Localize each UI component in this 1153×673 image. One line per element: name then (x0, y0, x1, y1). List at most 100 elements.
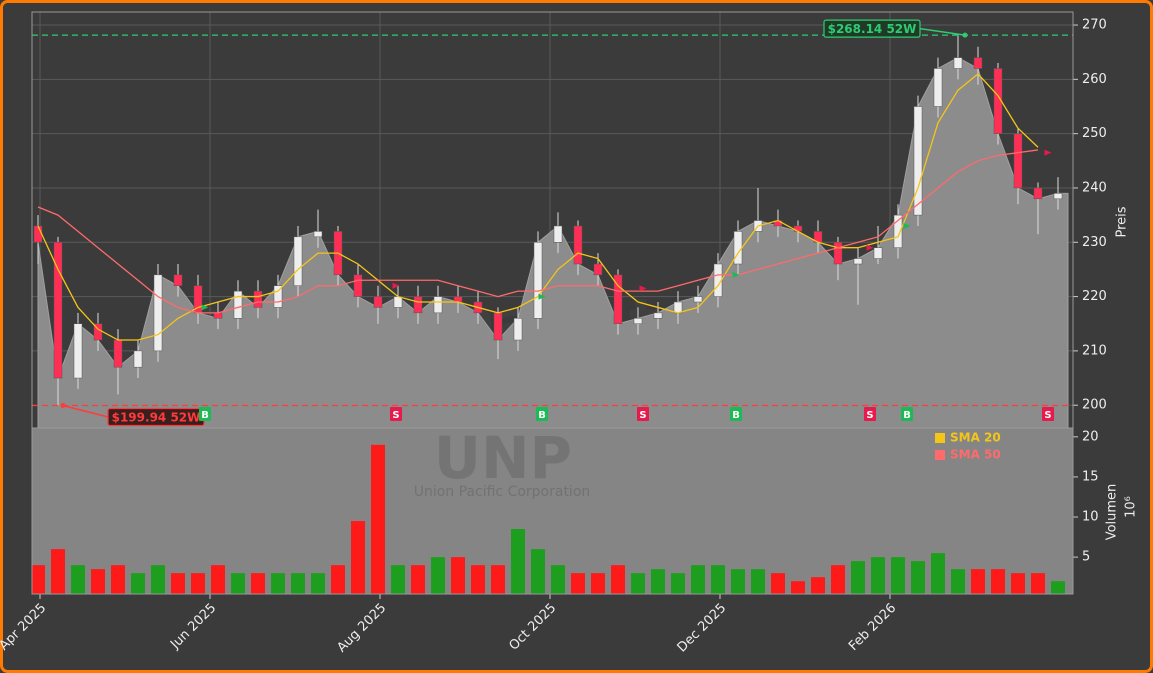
volume-bar (1031, 573, 1045, 594)
y-tick-label: 15 (1082, 469, 1099, 484)
candle-body (173, 274, 183, 286)
watermark-subtitle: Union Pacific Corporation (414, 484, 591, 500)
signal-label: B (732, 410, 740, 421)
y-tick-label: 220 (1082, 289, 1107, 304)
y-tick-label: 200 (1082, 398, 1107, 413)
volume-bar (32, 565, 45, 594)
candle-body (533, 242, 543, 319)
candle-body (573, 225, 583, 265)
candle-body (233, 290, 243, 319)
signal-box (199, 407, 211, 421)
volume-bar (931, 553, 945, 594)
annotation-label: $199.94 52W (112, 411, 201, 425)
candle-body (253, 290, 263, 308)
candle-body (33, 225, 43, 243)
candle-body (313, 231, 323, 238)
volume-bar (211, 565, 225, 594)
y-tick-label: 20 (1082, 429, 1099, 444)
signal-label: B (201, 410, 209, 421)
signal-label: B (538, 410, 546, 421)
signal-box (864, 407, 876, 421)
candle-body (613, 274, 623, 324)
candle-body (273, 285, 283, 308)
volume-bar (791, 581, 805, 594)
signal-box (536, 407, 548, 421)
candle-body (493, 312, 503, 341)
candle-body (213, 312, 223, 319)
signal-label: B (903, 410, 911, 421)
candle-body (933, 68, 943, 107)
volume-bar (571, 573, 585, 594)
y-tick-label: 270 (1082, 18, 1107, 33)
volume-bar (1051, 581, 1065, 594)
volume-bar (191, 573, 205, 594)
signal-marker (903, 222, 911, 229)
volume-bar (351, 521, 365, 594)
volume-bar (771, 573, 785, 594)
annotation-point (962, 32, 968, 38)
candle-body (293, 236, 303, 286)
volume-bar (91, 569, 105, 594)
signal-marker (732, 271, 740, 278)
legend-label: SMA 20 (950, 431, 1001, 445)
candle-body (453, 296, 463, 303)
volume-bar (71, 565, 85, 594)
volume-bar (951, 569, 965, 594)
volume-bar (51, 549, 65, 594)
signal-marker (1044, 149, 1052, 156)
candle-body (353, 274, 363, 297)
y-axis-title: Volumen (1105, 484, 1120, 541)
sma-line (37, 73, 1039, 341)
candle-body (693, 296, 703, 303)
candle-body (913, 106, 923, 216)
price-plot: forexsignale.trade (32, 12, 1073, 428)
signal-label: S (392, 410, 399, 421)
signal-marker (639, 285, 647, 292)
volume-bar (531, 549, 545, 594)
volume-bar (991, 569, 1005, 594)
volume-bar (511, 529, 525, 594)
candle-body (893, 214, 903, 248)
volume-bar (311, 573, 325, 594)
sma-line (37, 149, 1039, 314)
volume-bar (431, 557, 445, 594)
candle-body (873, 247, 883, 259)
candle-body (1053, 193, 1063, 200)
volume-bar (711, 565, 725, 594)
volume-bar (271, 573, 285, 594)
signal-marker (201, 304, 209, 311)
candle-body (833, 242, 843, 265)
volume-bar (111, 565, 125, 594)
volume-bar (551, 565, 565, 594)
signal-box (637, 407, 649, 421)
volume-bar (151, 565, 165, 594)
volume-bar (751, 569, 765, 594)
volume-bar (171, 573, 185, 594)
volume-bar (651, 569, 665, 594)
volume-bar (371, 444, 385, 594)
volume-bar (691, 565, 705, 594)
volume-bar (1011, 573, 1025, 594)
candle-body (953, 57, 963, 69)
y-tick-label: 230 (1082, 235, 1107, 250)
volume-bar (391, 565, 405, 594)
volume-bar (131, 573, 145, 594)
candle-body (113, 339, 123, 368)
y-tick-label: 10 (1082, 510, 1099, 525)
signal-box (730, 407, 742, 421)
annotation-arrow (62, 404, 109, 418)
volume-bar (631, 573, 645, 594)
candle-body (73, 323, 83, 379)
candle-body (593, 263, 603, 276)
candle-body (733, 231, 743, 265)
volume-bar (331, 565, 345, 594)
volume-bar (611, 565, 625, 594)
volume-bar (971, 569, 985, 594)
annotation-box (823, 19, 921, 38)
legend-label: SMA 50 (950, 448, 1001, 462)
y-tick-label: 250 (1082, 126, 1107, 141)
volume-bar (291, 573, 305, 594)
y-axis-title: Preis (1115, 206, 1130, 237)
volume-bar (731, 569, 745, 594)
